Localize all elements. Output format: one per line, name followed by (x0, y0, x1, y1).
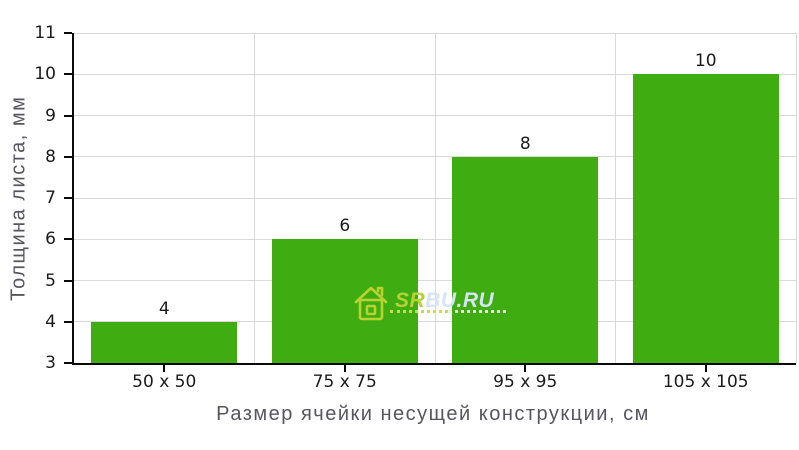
x-axis-tick (704, 365, 707, 372)
x-tick-label: 95 x 95 (493, 372, 558, 392)
v-gridline (254, 33, 255, 363)
bar (271, 239, 418, 363)
bar-value-label: 10 (694, 51, 717, 72)
watermark-text-suffix: BU.RU (425, 289, 495, 312)
y-tick-label: 3 (45, 353, 56, 373)
y-axis-tick (64, 238, 72, 241)
bar (632, 74, 779, 363)
x-tick-label: 75 x 75 (312, 372, 377, 392)
x-axis-title: Размер ячейки несущей конструкции, см (216, 403, 650, 425)
y-tick-label: 4 (45, 311, 56, 332)
bar-value-label: 8 (519, 133, 531, 154)
y-tick-label: 7 (45, 188, 56, 208)
y-axis-tick (64, 279, 72, 282)
bar-value-label: 6 (339, 216, 351, 237)
y-tick-label: 8 (45, 146, 56, 167)
y-tick-label: 5 (45, 270, 56, 291)
x-axis-tick (524, 365, 527, 372)
plot-area: 3 4 5 6 7 8 9 10 11 4 50 x 50 6 75 x 75 8 95 x 95 10 105… (34, 25, 797, 391)
y-tick-label: 10 (34, 64, 56, 85)
x-axis-tick (163, 365, 166, 372)
y-axis-tick (64, 362, 72, 364)
x-tick-label: 105 x 105 (662, 372, 749, 392)
watermark-text-prefix: SR (395, 289, 426, 312)
y-axis-tick (64, 114, 72, 117)
watermark: SRBU.RU (354, 283, 514, 323)
v-gridline (615, 33, 616, 363)
bar (452, 156, 599, 363)
house-icon (354, 286, 388, 321)
y-axis-tick (64, 32, 72, 34)
x-tick-label: 50 x 50 (132, 372, 197, 392)
y-axis-tick (64, 320, 72, 323)
v-gridline (795, 33, 797, 363)
y-axis-tick (64, 73, 72, 76)
y-axis-tick (64, 197, 72, 199)
v-gridline (434, 33, 436, 363)
y-tick-label: 11 (34, 23, 56, 43)
bar (91, 321, 238, 363)
watermark-text: SRBU.RU (395, 290, 494, 311)
y-tick-label: 6 (45, 229, 56, 250)
y-tick-label: 9 (45, 105, 56, 126)
y-axis-tick (64, 155, 72, 158)
x-axis-tick (343, 365, 346, 372)
bar-value-label: 4 (158, 298, 170, 319)
